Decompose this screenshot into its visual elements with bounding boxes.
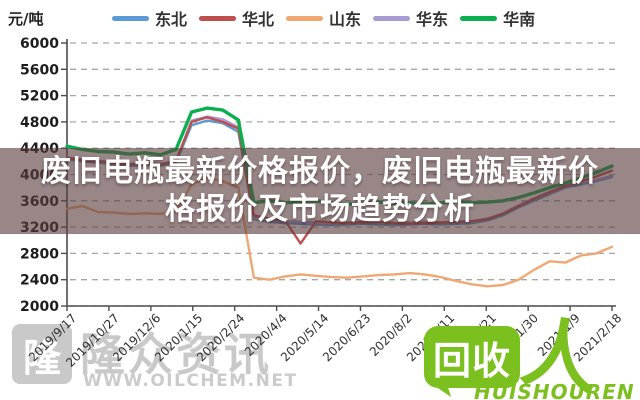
legend-item-华北: 华北 [199,6,274,30]
oilchem-logo-icon: 隆 [12,324,72,384]
legend-item-华南: 华南 [460,6,535,30]
legend-swatch-icon [199,15,237,21]
title-overlay: 废旧电瓶最新价格报价，废旧电瓶最新价 格报价及市场趋势分析 [0,148,640,234]
y-tick-label: 6000 [20,36,59,52]
y-tick-label: 4800 [20,115,59,131]
legend-label: 华北 [242,10,275,29]
huishouren-wordmark: HUISHOUREN [474,380,635,400]
legend-item-华东: 华东 [373,6,448,30]
y-tick-label: 2800 [20,246,59,262]
y-tick-label: 5600 [20,62,59,78]
y-axis-unit-label: 元/吨 [8,10,44,28]
legend-label: 山东 [329,10,362,29]
y-tick-label: 2400 [20,273,59,289]
legend-swatch-icon [112,15,149,21]
y-tick-label: 5200 [20,89,59,105]
watermark-huishouren: 回收 人 HUISHOUREN [418,306,640,400]
huishouren-badge-text: 回收 [432,338,511,383]
legend-swatch-icon [286,15,324,21]
overlay-title-line1: 废旧电瓶最新价格报价，废旧电瓶最新价 [41,154,599,189]
overlay-title-line2: 格报价及市场趋势分析 [165,192,475,227]
chart-legend: 东北 华北 山东 华东 华南 [112,6,535,30]
legend-label: 东北 [155,10,188,29]
oilchem-name: 隆众资讯 [80,328,273,381]
watermark-oilchem: 隆 隆众资讯 WWW.OILCHEM.NET [0,318,310,400]
oilchem-logo-glyph: 隆 [22,335,61,380]
legend-swatch-icon [460,15,498,21]
oilchem-url: WWW.OILCHEM.NET [83,371,298,391]
legend-label: 华南 [503,10,536,29]
legend-item-山东: 山东 [286,6,361,30]
legend-item-东北: 东北 [112,6,187,30]
y-tick-label: 2000 [20,299,59,315]
legend-swatch-icon [373,15,411,21]
huishouren-badge-icon: 回收 [424,326,520,388]
legend-label: 华东 [416,10,449,29]
